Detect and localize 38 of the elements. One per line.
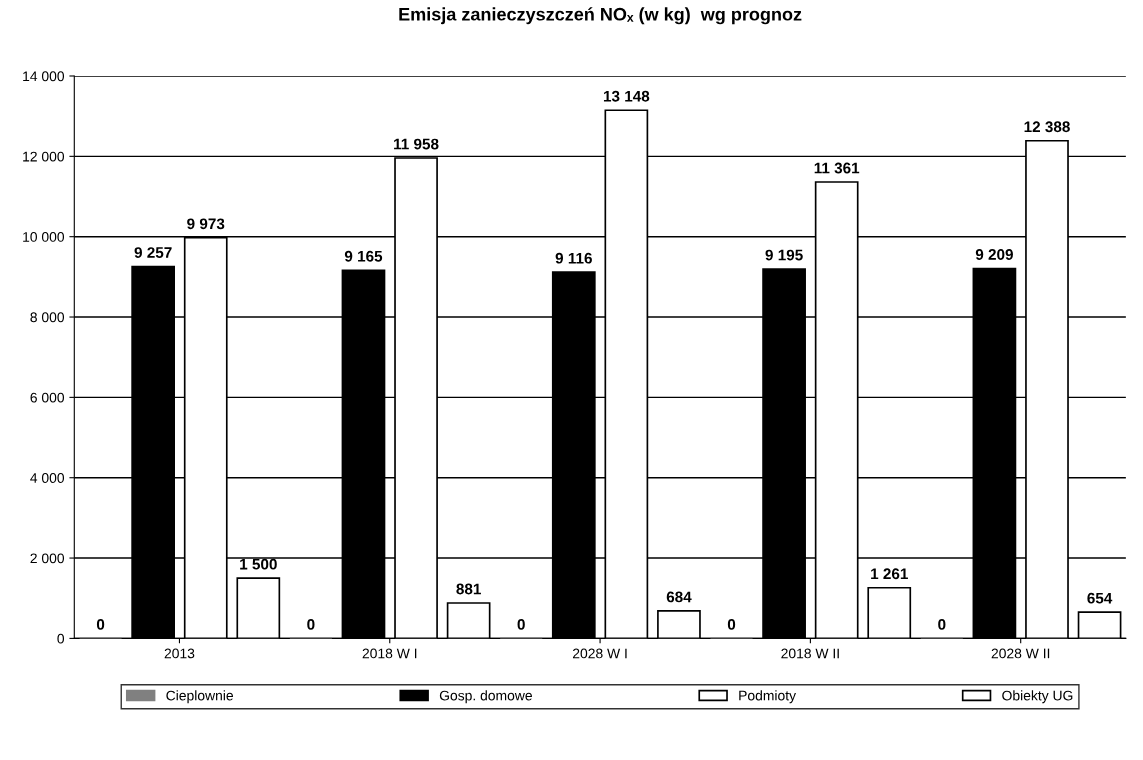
data-label: 11 361 [814,162,860,174]
data-label: 13 148 [603,90,650,102]
data-label: 0 [307,619,315,630]
legend-label: Gosp. domowe [439,690,532,704]
y-tick-label: 2 000 [30,553,65,564]
legend-label: Podmioty [739,690,796,704]
data-label: 11 958 [394,138,439,150]
y-tick-label: 8 000 [30,312,65,323]
legend-label: Cieplownie [166,690,233,704]
data-label: 9 116 [555,252,592,264]
x-tick-label: 2028 W II [991,648,1050,659]
x-tick-label: 2028 W I [572,648,627,659]
data-label: 654 [1087,592,1113,604]
data-label: 9 973 [187,218,225,230]
x-tick-label: 2018 W I [362,648,417,659]
y-tick-label: 0 [57,633,65,644]
data-label: 1 261 [871,568,908,580]
data-label: 9 209 [975,249,1013,260]
y-tick-label: 4 000 [30,473,65,483]
x-tick-label: 2013 [164,648,195,659]
x-tick-label: 2018 W II [781,648,839,659]
data-label: 0 [938,619,946,630]
data-label: 1 500 [240,558,277,570]
data-label: 0 [96,619,105,630]
data-label: 12 388 [1024,121,1070,133]
chart-title: Emisja zanieczyszczeń NOₓ (w kg) wg prognoz [399,7,802,25]
data-label: 9 195 [765,249,803,261]
y-tick-label: 10 000 [23,232,65,242]
y-tick-label: 12 000 [23,151,65,162]
data-label: 0 [517,619,525,630]
data-label: 9 257 [134,247,172,258]
legend-label: Obiekty UG [1002,690,1073,704]
data-label: 684 [666,591,692,603]
data-label: 9 165 [344,250,383,262]
data-label: 881 [456,583,481,595]
data-label: 0 [727,619,736,630]
y-tick-label: 14 000 [23,71,65,82]
y-tick-label: 6 000 [30,392,65,403]
